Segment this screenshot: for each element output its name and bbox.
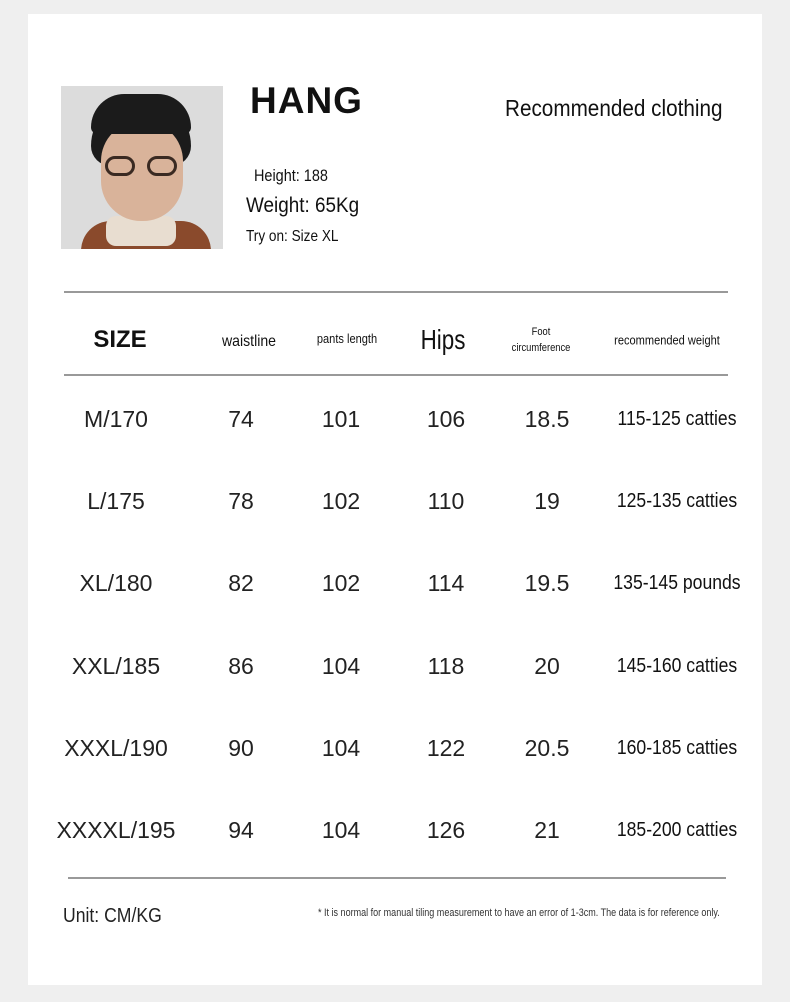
model-weight: Weight: 65Kg xyxy=(246,194,360,217)
cell-pants-length: 104 xyxy=(321,735,361,761)
cell-waistline: 74 xyxy=(228,406,254,432)
cell-foot-circumference: 20 xyxy=(534,653,560,679)
cell-hips: 118 xyxy=(427,653,465,679)
model-try-on: Try on: Size XL xyxy=(246,228,339,245)
header-size: SIZE xyxy=(93,326,147,353)
cell-waistline: 94 xyxy=(228,817,254,843)
divider xyxy=(68,877,726,879)
cell-foot-circumference: 19 xyxy=(534,488,560,514)
cell-recommended-weight: 160-185 catties xyxy=(616,737,738,759)
cell-foot-circumference: 20.5 xyxy=(524,735,570,761)
cell-foot-circumference: 19.5 xyxy=(524,570,570,596)
cell-waistline: 78 xyxy=(228,488,254,514)
cell-waistline: 86 xyxy=(228,653,254,679)
cell-pants-length: 104 xyxy=(321,817,361,843)
cell-foot-circumference: 21 xyxy=(534,817,560,843)
cell-hips: 114 xyxy=(427,570,465,596)
header-recommended-weight: recommended weight xyxy=(614,332,720,348)
cell-hips: 106 xyxy=(426,406,466,432)
cell-recommended-weight: 135-145 pounds xyxy=(613,572,741,594)
cell-waistline: 82 xyxy=(228,570,254,596)
cell-pants-length: 101 xyxy=(321,406,361,432)
cell-waistline: 90 xyxy=(228,735,254,761)
model-height: Height: 188 xyxy=(254,166,328,185)
divider xyxy=(64,374,728,376)
cell-size: M/170 xyxy=(84,406,148,432)
header-foot-line1: Foot xyxy=(531,326,551,338)
cell-size: L/175 xyxy=(87,488,145,514)
cell-recommended-weight: 185-200 catties xyxy=(616,819,738,841)
cell-size: XXXL/190 xyxy=(64,735,168,761)
header-foot-line2: circumference xyxy=(511,342,571,354)
cell-hips: 110 xyxy=(427,488,465,514)
cell-recommended-weight: 125-135 catties xyxy=(616,490,738,512)
cell-recommended-weight: 115-125 catties xyxy=(617,408,737,430)
divider xyxy=(64,291,728,293)
header-pants-length: pants length xyxy=(316,331,378,346)
cell-pants-length: 102 xyxy=(321,570,361,596)
header-waistline: waistline xyxy=(222,332,276,350)
cell-recommended-weight: 145-160 catties xyxy=(616,655,738,677)
model-name: HANG xyxy=(250,80,363,121)
header-hips: Hips xyxy=(420,324,466,355)
cell-size: XXXXL/195 xyxy=(56,817,176,843)
cell-size: XXL/185 xyxy=(71,653,161,679)
cell-hips: 122 xyxy=(426,735,466,761)
cell-pants-length: 104 xyxy=(321,653,361,679)
title: Recommended clothing xyxy=(505,95,723,121)
unit-label: Unit: CM/KG xyxy=(63,905,162,927)
cell-hips: 126 xyxy=(426,817,466,843)
cell-pants-length: 102 xyxy=(321,488,361,514)
cell-foot-circumference: 18.5 xyxy=(524,406,570,432)
header-foot-circumference: Foot circumference xyxy=(512,324,571,356)
model-photo xyxy=(61,86,223,249)
footnote: * It is normal for manual tiling measure… xyxy=(318,907,720,919)
cell-size: XL/180 xyxy=(79,570,153,596)
